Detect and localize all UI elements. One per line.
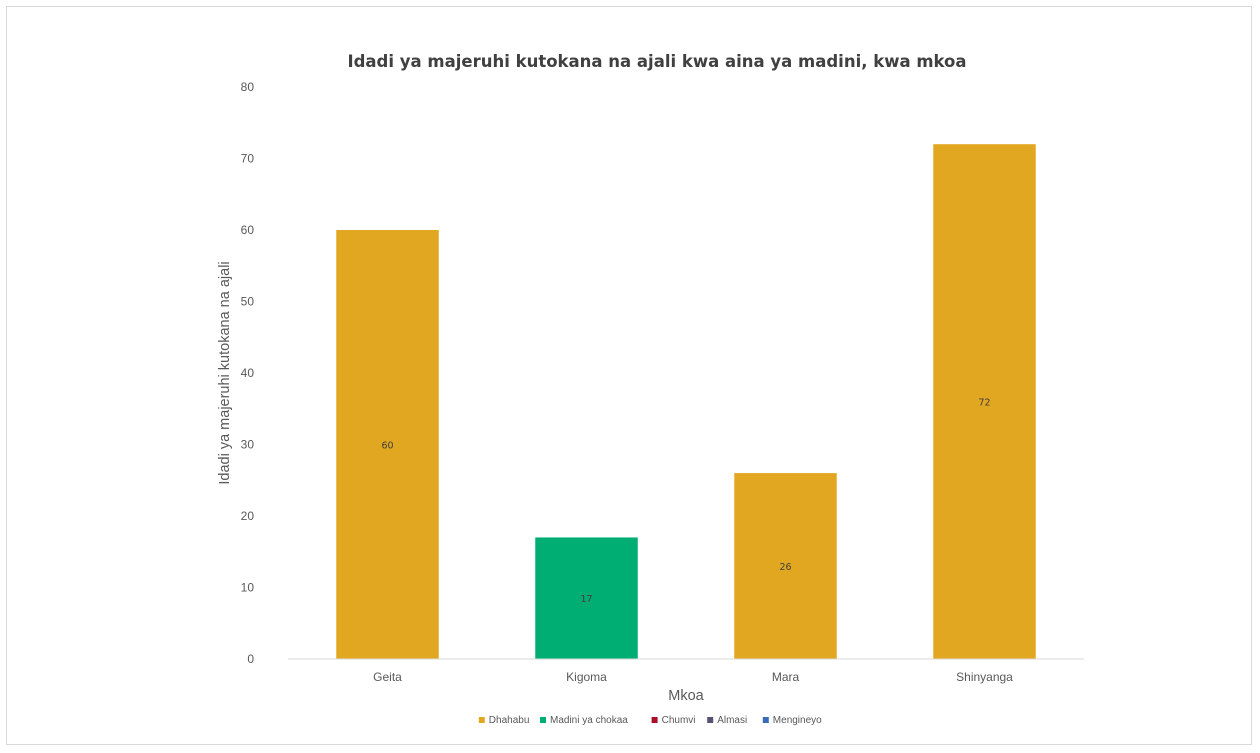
legend-swatch xyxy=(707,717,714,723)
y-axis-ticks: 0 10 20 30 40 50 60 70 80 xyxy=(241,80,255,666)
data-label: 72 xyxy=(978,398,990,409)
x-category-label: Mara xyxy=(772,670,800,684)
x-axis-title: Mkoa xyxy=(668,688,704,704)
y-tick-label: 80 xyxy=(241,80,255,94)
y-tick-label: 30 xyxy=(241,438,255,452)
bar-mara-dhahabu xyxy=(734,473,837,659)
bar-kigoma-madini-ya-chokaa xyxy=(535,537,638,659)
chart-title: Idadi ya majeruhi kutokana na ajali kwa … xyxy=(347,52,967,71)
y-tick-label: 0 xyxy=(247,652,254,666)
y-tick-label: 20 xyxy=(241,509,255,523)
legend-label: Mengineyo xyxy=(773,715,822,726)
legend-label: Chumvi xyxy=(662,715,696,726)
legend-label: Madini ya chokaa xyxy=(550,715,628,726)
legend-swatch xyxy=(762,717,769,723)
x-category-label: Shinyanga xyxy=(956,670,1013,684)
y-tick-label: 50 xyxy=(241,295,255,309)
y-tick-label: 70 xyxy=(241,152,255,166)
y-tick-label: 10 xyxy=(241,581,255,595)
x-category-label: Kigoma xyxy=(566,670,607,684)
x-category-label: Geita xyxy=(373,670,402,684)
data-label: 17 xyxy=(580,594,592,605)
bars: 60 17 26 72 xyxy=(336,144,1036,659)
legend-swatch xyxy=(540,717,546,723)
legend-label: Almasi xyxy=(717,715,747,726)
bar-geita-dhahabu xyxy=(336,230,439,659)
y-tick-label: 60 xyxy=(241,223,255,237)
data-label: 26 xyxy=(779,562,791,573)
legend-label: Dhahabu xyxy=(489,715,530,726)
legend: Dhahabu Madini ya chokaa Chumvi Almasi Mengi… xyxy=(478,715,822,726)
bar-shinyanga-dhahabu xyxy=(933,144,1036,659)
y-axis-title: Idadi ya majeruhi kutokana na ajali xyxy=(217,261,233,484)
legend-swatch xyxy=(478,717,485,723)
legend-swatch xyxy=(651,717,658,723)
data-label: 60 xyxy=(381,441,393,452)
x-axis-category-labels: Geita Kigoma Mara Shinyanga xyxy=(373,670,1013,684)
y-tick-label: 40 xyxy=(241,366,255,380)
